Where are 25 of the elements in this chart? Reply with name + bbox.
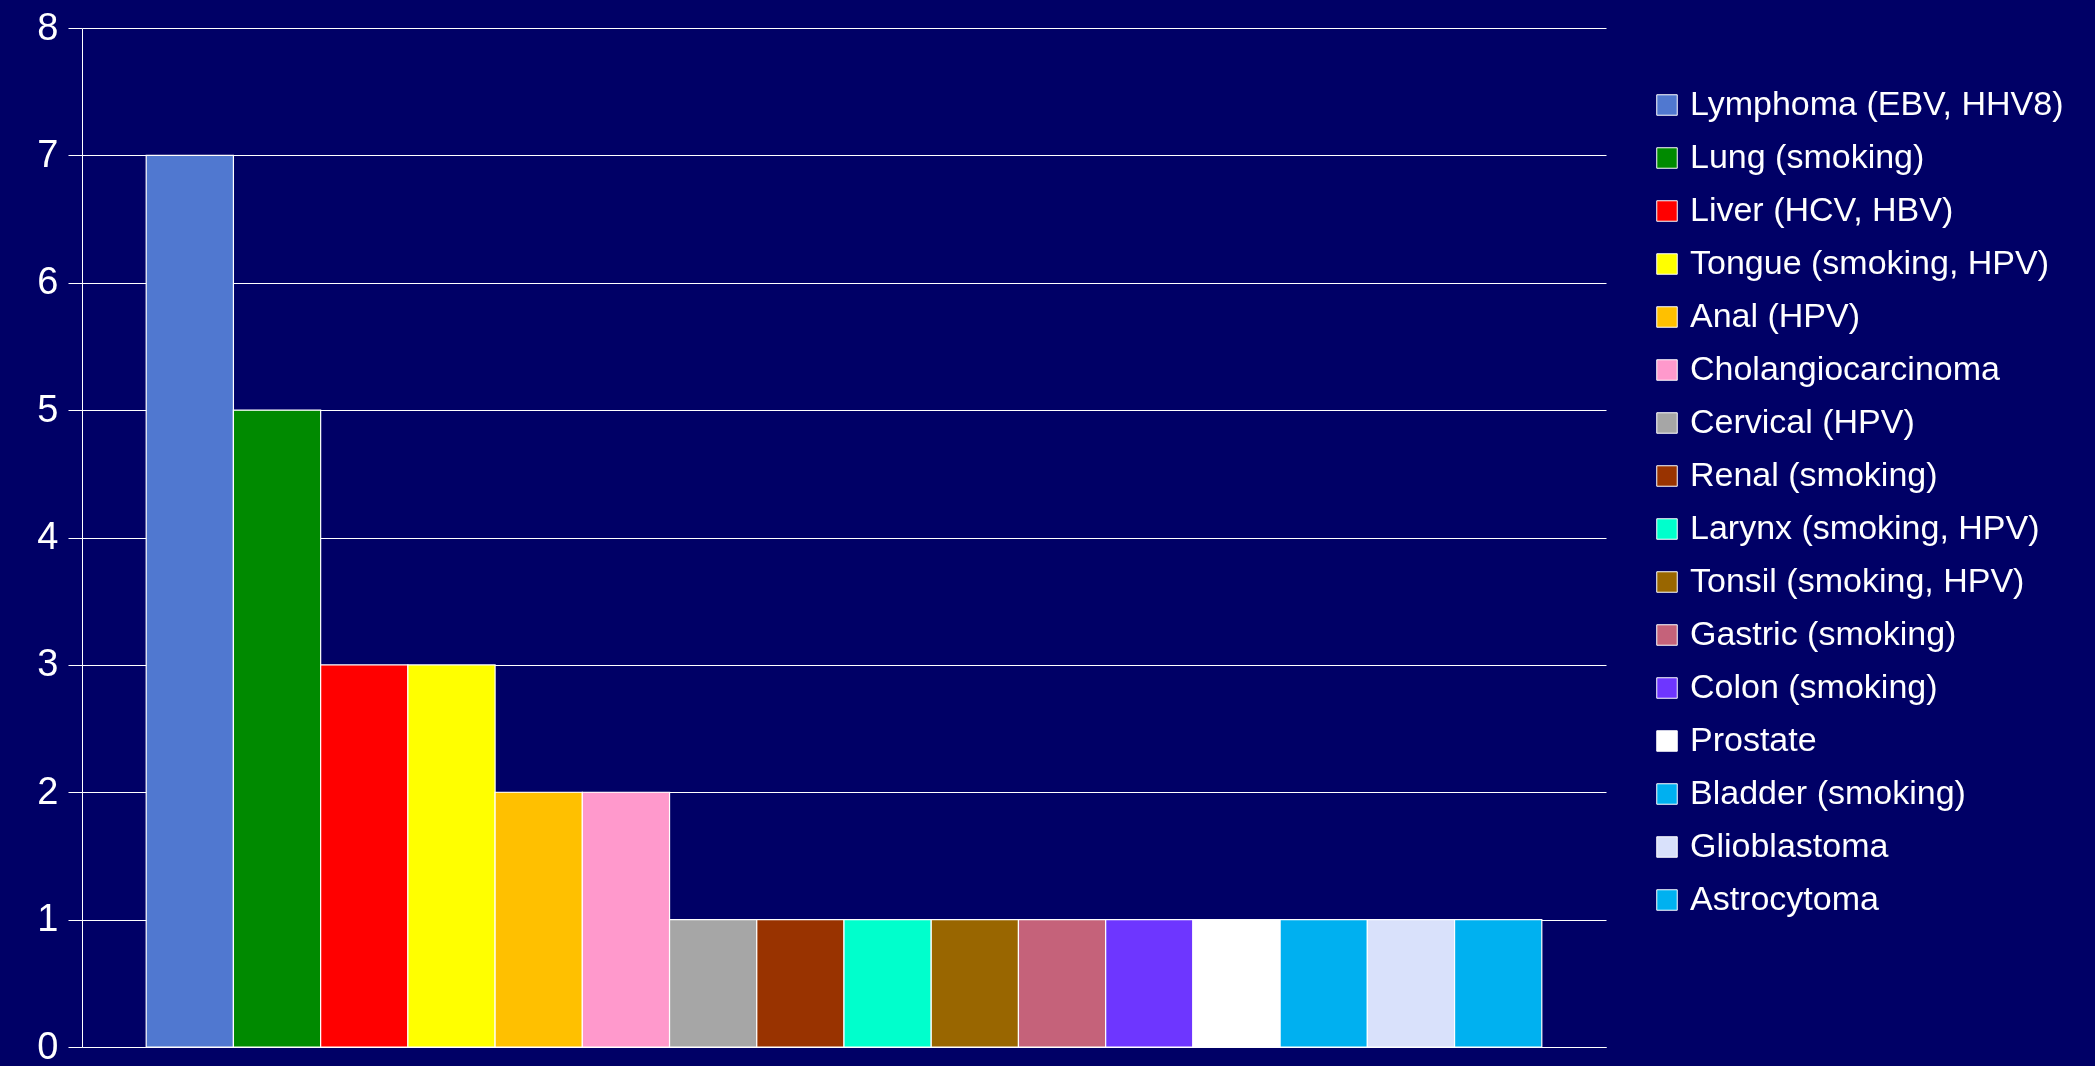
legend-label: Larynx (smoking, HPV) <box>1690 508 2040 546</box>
y-tick-label: 7 <box>37 132 59 175</box>
y-tick-label: 8 <box>37 5 59 48</box>
legend-label: Cervical (HPV) <box>1690 402 1915 440</box>
legend-label: Cholangiocarcinoma <box>1690 349 2001 387</box>
legend-label: Lung (smoking) <box>1690 137 1925 175</box>
legend-label: Lymphoma (EBV, HHV8) <box>1690 84 2064 122</box>
legend-label: Bladder (smoking) <box>1690 773 1966 811</box>
y-tick-label: 3 <box>37 642 59 685</box>
legend-label: Glioblastoma <box>1690 826 1889 864</box>
legend-label: Liver (HCV, HBV) <box>1690 190 1954 228</box>
legend-label: Tongue (smoking, HPV) <box>1690 243 2050 281</box>
legend-label: Tonsil (smoking, HPV) <box>1690 561 2025 599</box>
legend-label: Colon (smoking) <box>1690 667 1938 705</box>
y-tick-label: 2 <box>37 769 59 812</box>
y-tick-label: 5 <box>37 387 59 430</box>
legend-label: Renal (smoking) <box>1690 455 1938 493</box>
y-tick-label: 1 <box>37 897 59 940</box>
y-tick-label: 4 <box>37 515 59 557</box>
y-tick-label: 6 <box>37 260 59 303</box>
legend-label: Prostate <box>1690 720 1817 758</box>
legend-label: Anal (HPV) <box>1690 296 1861 334</box>
legend-label: Gastric (smoking) <box>1690 614 1957 652</box>
y-tick-label: 0 <box>37 1024 59 1066</box>
legend-label: Astrocytoma <box>1690 879 1880 917</box>
